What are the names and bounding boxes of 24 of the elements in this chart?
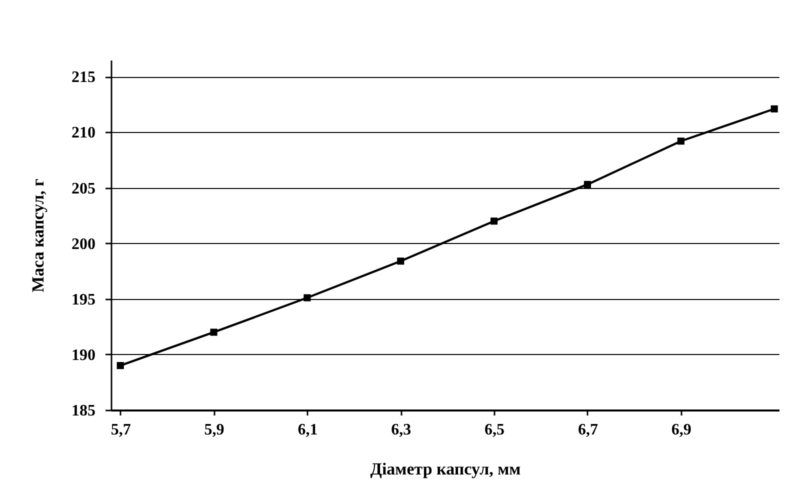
- x-tick-label: 5,7: [110, 422, 131, 438]
- point: [490, 218, 498, 225]
- point: [584, 180, 592, 188]
- y-tick-label: 210: [72, 124, 96, 142]
- x-tick-label: 5,9: [204, 422, 224, 438]
- y-tick-label: 195: [72, 291, 96, 308]
- point: [116, 362, 124, 370]
- y-tick-label: 190: [72, 346, 96, 364]
- x-tick-label: 6,7: [578, 422, 598, 438]
- x-axis-title: Діаметр капсул, мм: [370, 460, 522, 478]
- point: [677, 138, 684, 145]
- y-axis-title: Маса капсул, г: [28, 178, 48, 292]
- x-tick-label: 6,3: [391, 422, 412, 438]
- point: [397, 258, 404, 265]
- x-tick-label: 6,9: [671, 422, 692, 438]
- point: [770, 105, 778, 112]
- x-tick-label: 6,1: [298, 422, 318, 438]
- point: [304, 294, 311, 302]
- y-tick-label: 215: [72, 69, 96, 86]
- y-tick-label: 205: [72, 180, 96, 198]
- x-tick-label: 6,5: [484, 422, 505, 438]
- y-tick-label: 200: [72, 236, 96, 253]
- y-tick-label: 185: [72, 402, 96, 420]
- point: [210, 328, 218, 336]
